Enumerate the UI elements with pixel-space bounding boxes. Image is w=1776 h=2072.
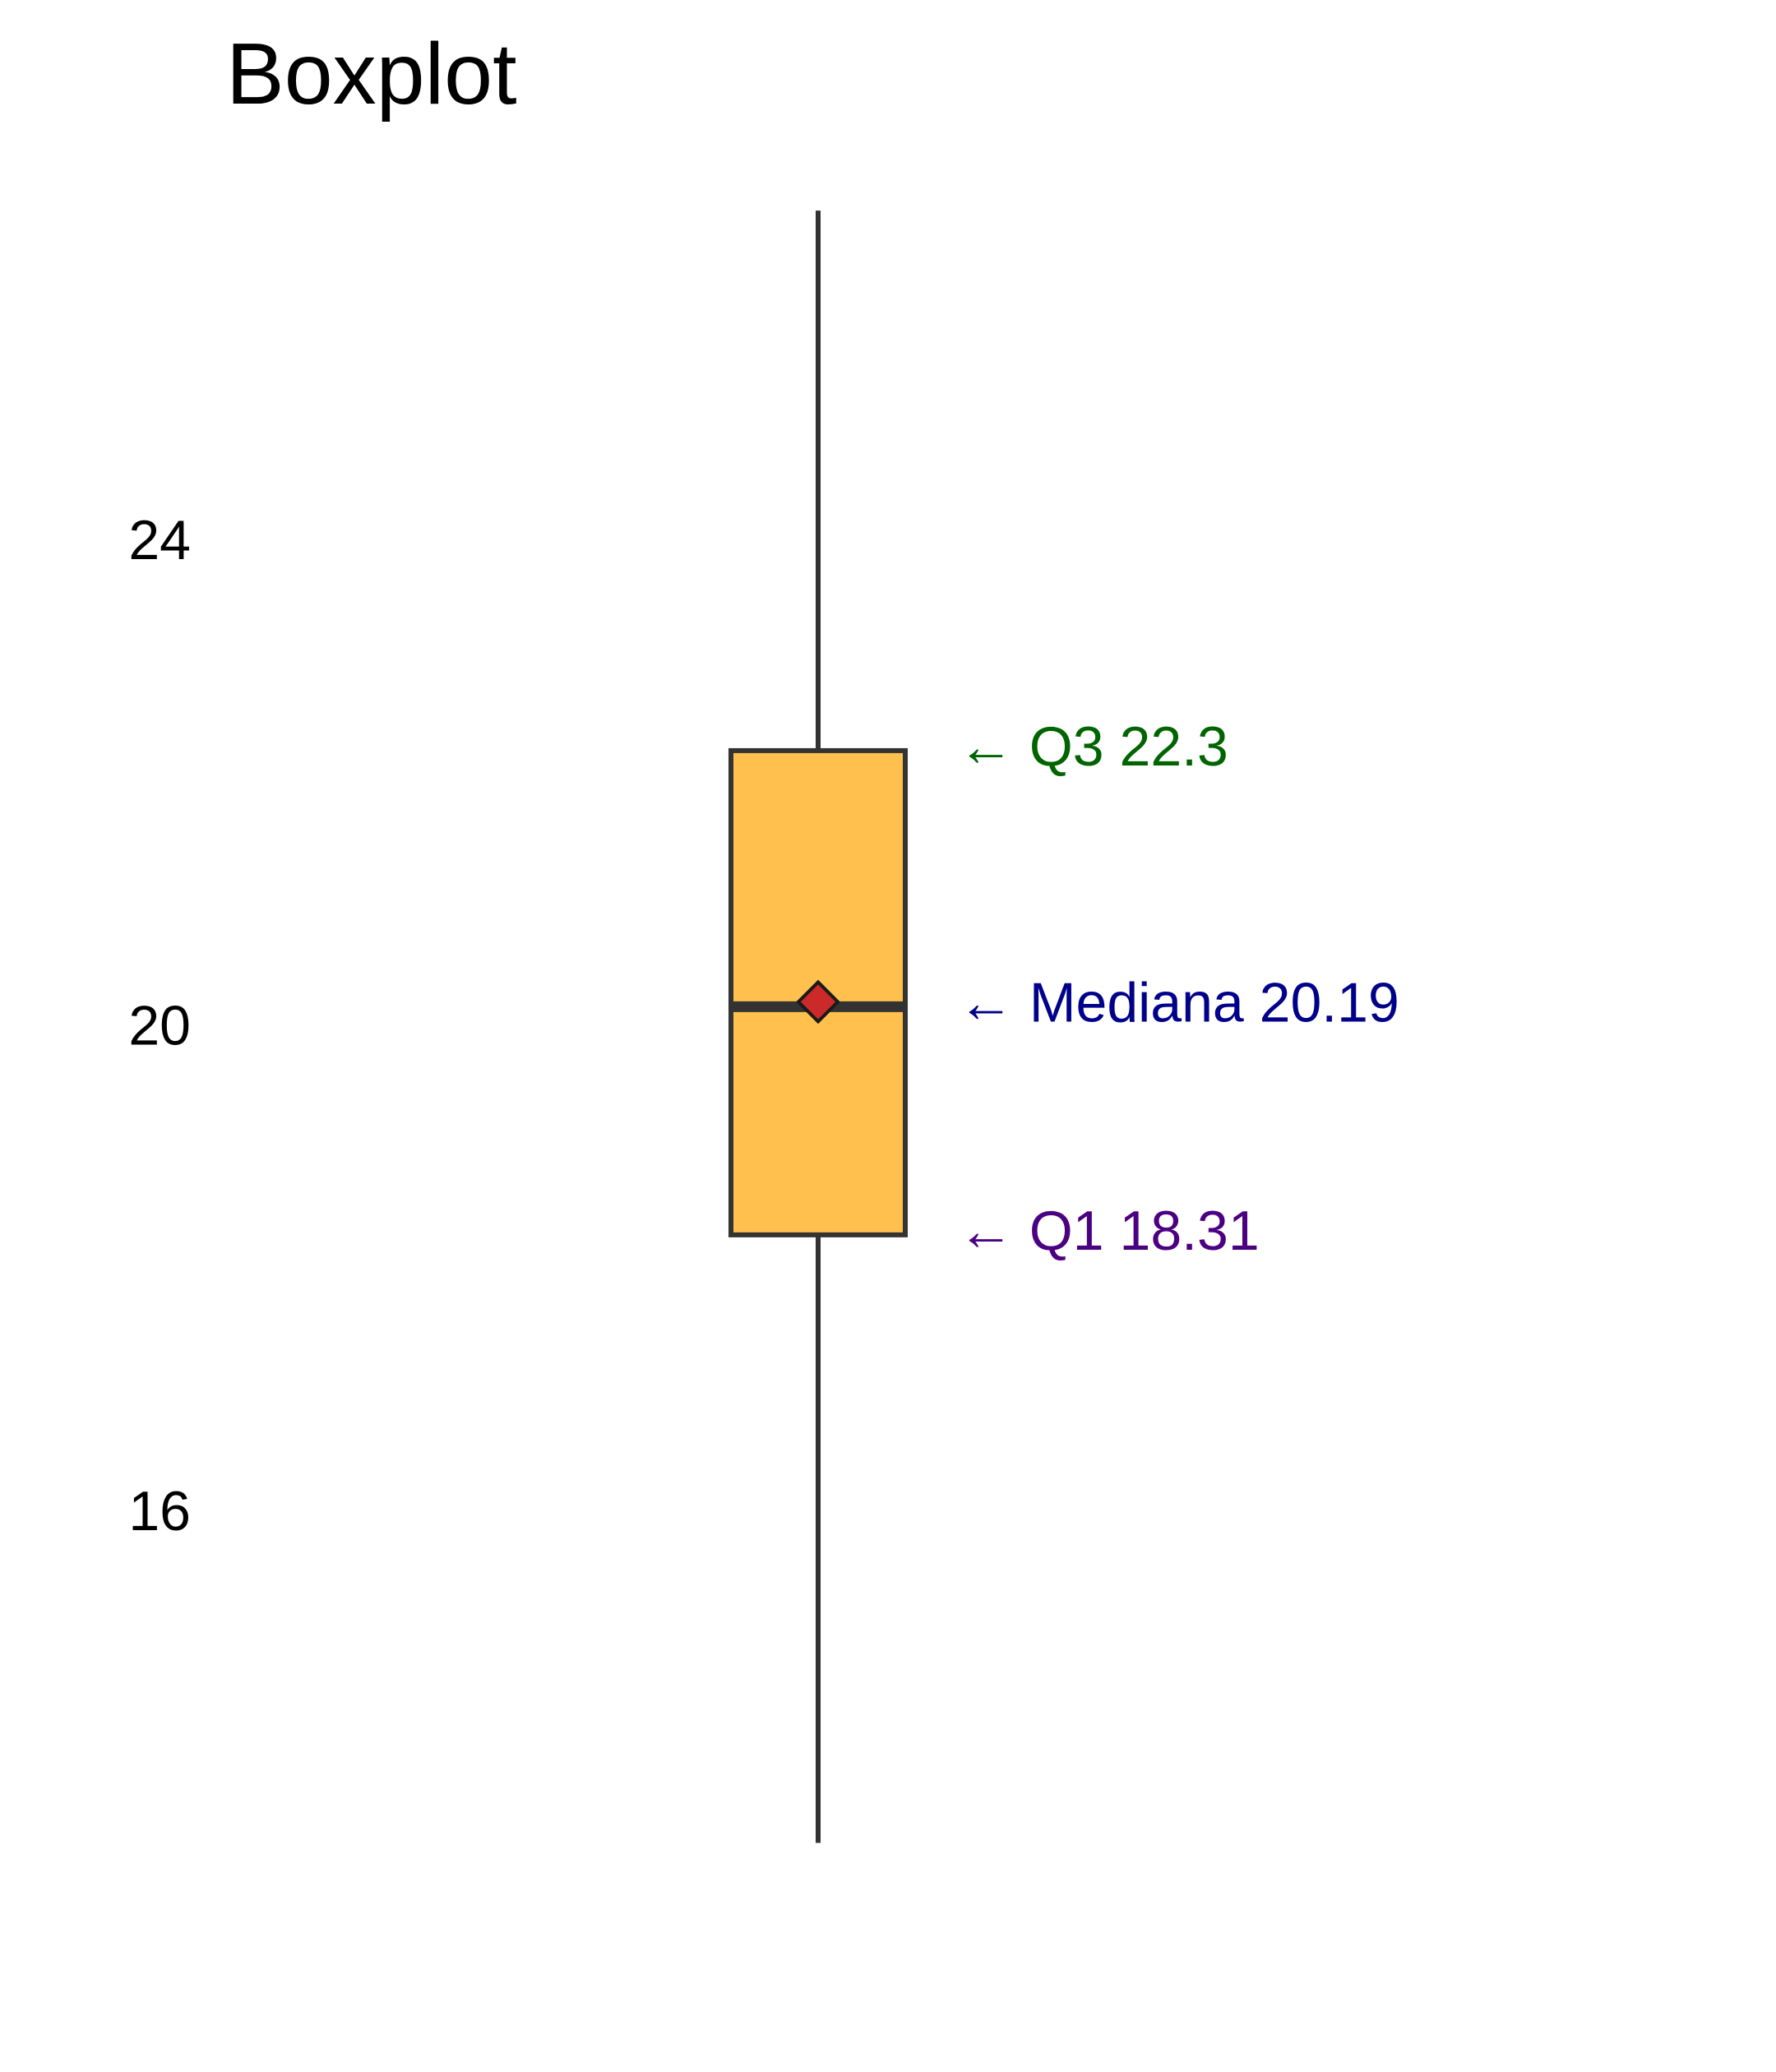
annotation-q3: ← Q3 22.3 xyxy=(958,715,1228,778)
annotation-median: ← Mediana 20.19 xyxy=(958,971,1399,1034)
y-axis-ticks: 16 20 24 xyxy=(128,509,191,1542)
y-tick-label: 24 xyxy=(128,509,191,571)
annotations: ← Q3 22.3 ← Mediana 20.19 ← Q1 18.31 xyxy=(958,715,1399,1262)
y-tick-label: 16 xyxy=(128,1480,191,1542)
plot-area xyxy=(728,210,908,1843)
annotation-q1: ← Q1 18.31 xyxy=(958,1200,1260,1262)
chart-title: Boxplot xyxy=(226,25,517,123)
y-tick-label: 20 xyxy=(128,994,191,1057)
mean-marker xyxy=(796,979,840,1024)
